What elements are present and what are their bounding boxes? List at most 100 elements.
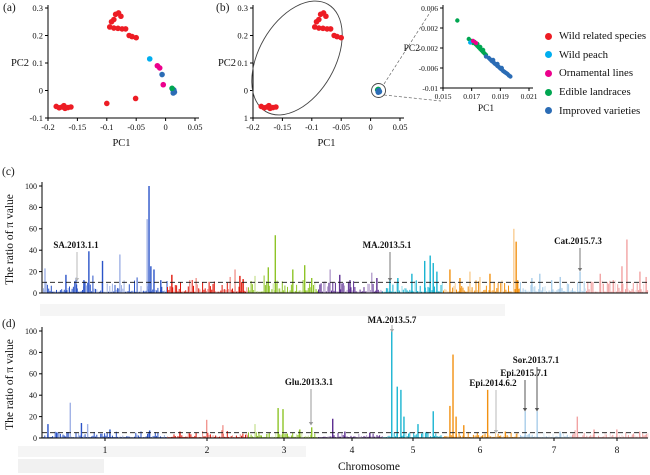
panel-pca_b: 0.3 0.2 0.1 0 1-0.2 -0.15 -0.1 -0.05 0 0.05 PC1 PC2 (218, 0, 442, 149)
legend-item: Improved varieties (545, 101, 646, 120)
chromosome-4 (318, 269, 383, 293)
cluster-ellipse (251, 0, 343, 116)
svg-text:40: 40 (29, 391, 37, 400)
svg-text:0.2: 0.2 (32, 30, 43, 40)
panel-c-label: (c) (2, 166, 15, 178)
chromosome-2 (167, 269, 249, 293)
legend-item: Wild peach (545, 46, 646, 65)
legend-item: Edible landraces (545, 83, 646, 102)
series (53, 10, 139, 112)
svg-text:20: 20 (29, 412, 37, 421)
chromosome-5 (382, 255, 443, 293)
annotation: MA.2013.5.1 (363, 240, 412, 282)
pi-ratio-plot-c: 0 20 40 60 80 100 The ratio of π value SA.2013.… (4, 182, 649, 298)
annotation: MA.2013.5.7 (368, 315, 417, 333)
highlight-strip (18, 459, 104, 473)
svg-text:1: 1 (103, 446, 108, 456)
svg-text:Cat.2015.7.3: Cat.2015.7.3 (554, 236, 602, 246)
svg-text:-0.01: -0.01 (422, 84, 438, 93)
svg-text:5: 5 (411, 446, 416, 456)
svg-text:60: 60 (29, 225, 37, 234)
y-axis-label: The ratio of π value (4, 339, 16, 430)
chromosome-4 (318, 418, 383, 438)
annotation: Glu.2013.3.1 (285, 377, 334, 426)
x-axis-label: PC1 (112, 138, 130, 149)
svg-text:0: 0 (368, 122, 372, 132)
annotation: SA.2013.1.1 (53, 240, 99, 282)
legend-item: Wild related species (545, 27, 646, 46)
svg-text:6: 6 (478, 446, 483, 456)
svg-text:100: 100 (25, 182, 37, 191)
legend-item: Ornamental lines (545, 64, 646, 83)
svg-text:0.3: 0.3 (237, 3, 248, 13)
svg-text:0.05: 0.05 (393, 122, 408, 132)
svg-text:-0.002: -0.002 (419, 44, 439, 53)
legend-item-label: Wild peach (559, 48, 609, 61)
legend-item-label: Ornamental lines (559, 67, 634, 80)
chromosome-8 (572, 416, 649, 438)
svg-text:Sor.2013.7.1: Sor.2013.7.1 (513, 355, 560, 365)
chromosome-1 (43, 186, 168, 293)
svg-text:-0.2: -0.2 (246, 122, 259, 132)
x-axis-label: PC1 (317, 138, 335, 149)
panel-d-label: (d) (2, 318, 16, 330)
svg-text:4: 4 (350, 446, 355, 456)
svg-text:-0.1: -0.1 (100, 122, 113, 132)
legend-dot-icon (545, 32, 552, 40)
chromosome-3 (248, 408, 318, 438)
legend-dot-icon (545, 107, 552, 115)
highlight-strip (18, 446, 306, 457)
y-axis-label: PC2 (404, 44, 421, 54)
svg-text:20: 20 (29, 267, 37, 276)
svg-text:-0.1: -0.1 (30, 113, 43, 123)
legend-item-label: Improved varieties (559, 104, 641, 117)
panel-b-label: (b) (216, 2, 230, 14)
svg-text:80: 80 (29, 348, 37, 357)
svg-text:0.006: 0.006 (421, 4, 438, 13)
svg-text:-0.1: -0.1 (305, 122, 318, 132)
svg-text:3: 3 (282, 446, 287, 456)
svg-text:SA.2013.1.1: SA.2013.1.1 (53, 240, 99, 250)
legend-dot-icon (545, 51, 552, 59)
legend-dot-icon (545, 69, 552, 77)
svg-text:0: 0 (33, 434, 37, 443)
annotation: Sor.2013.7.1 (513, 355, 560, 412)
chromosome-5 (382, 331, 443, 438)
svg-text:0.017: 0.017 (463, 92, 480, 101)
highlight-strip (40, 304, 505, 316)
chromosome-6 (443, 354, 521, 438)
svg-text:0.1: 0.1 (32, 58, 43, 68)
svg-text:1: 1 (244, 113, 248, 123)
y-axis-label: PC2 (218, 58, 236, 69)
annotation: Cat.2015.7.3 (554, 236, 602, 272)
x-axis-label: Chromosome (338, 461, 400, 473)
svg-text:MA.2013.5.1: MA.2013.5.1 (363, 240, 412, 250)
annotation: Epi.2014.6.2 (469, 378, 517, 434)
chromosome-3 (248, 235, 318, 293)
series (154, 62, 167, 88)
svg-text:0: 0 (244, 85, 248, 95)
svg-text:Glu.2013.3.1: Glu.2013.3.1 (285, 377, 334, 387)
legend-item-label: Edible landraces (559, 86, 631, 99)
series (169, 85, 175, 92)
svg-text:8: 8 (615, 446, 620, 456)
series (483, 54, 513, 79)
y-axis-label: PC2 (11, 58, 29, 69)
svg-text:0.3: 0.3 (32, 3, 43, 13)
panel-a-label: (a) (3, 2, 16, 14)
svg-text:-0.006: -0.006 (419, 64, 439, 73)
svg-text:-0.05: -0.05 (332, 122, 350, 132)
pca-panels-plot: 0.3 0.2 0.1 0 -0.1 -0.2 -0.15 -0.1 -0.05 0 0.05 PC1… (11, 0, 538, 149)
svg-text:-0.15: -0.15 (274, 122, 292, 132)
svg-text:0: 0 (33, 289, 37, 298)
svg-text:0.021: 0.021 (521, 92, 538, 101)
annotation: Epi.2015.7.1 (500, 368, 548, 412)
pi-ratio-plot-d: 0 20 40 60 80 100 The ratio of π value 1 2 3 4 5 6 7 8… (4, 315, 649, 473)
chromosome-6 (443, 228, 521, 293)
chromosome-2 (167, 419, 249, 438)
svg-text:MA.2013.5.7: MA.2013.5.7 (368, 315, 417, 325)
series (455, 18, 489, 58)
svg-text:Epi.2014.6.2: Epi.2014.6.2 (469, 378, 517, 388)
svg-text:Epi.2015.7.1: Epi.2015.7.1 (500, 368, 548, 378)
legend: Wild related species Wild peach Ornamental… (545, 27, 646, 120)
